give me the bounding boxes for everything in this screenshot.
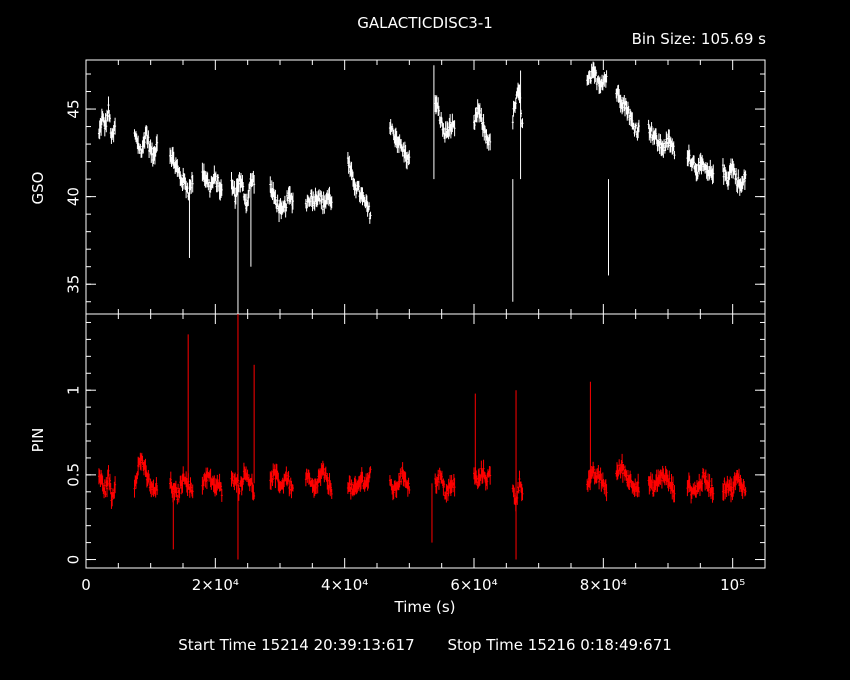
gso-segment (304, 186, 333, 215)
xtick-label: 6×10⁴ (450, 576, 497, 594)
gso-segment (473, 99, 492, 151)
pin-segment (586, 461, 608, 502)
gso-segment (201, 162, 223, 201)
gso-segment (133, 124, 159, 167)
pin-segment (434, 467, 456, 503)
gso-ytick-label: 40 (65, 187, 83, 206)
pin-segment (169, 466, 194, 505)
time-range-footer: Start Time 15214 20:39:13:617 Stop Time … (0, 638, 850, 653)
pin-ytick-label: 1 (65, 385, 83, 395)
gso-ytick-label: 35 (65, 275, 83, 294)
gso-segment (615, 84, 640, 141)
y-axis-label-gso: GSO (29, 172, 47, 205)
gso-ytick-label: 45 (65, 100, 83, 119)
xtick-label: 8×10⁴ (580, 576, 627, 594)
pin-segment (346, 466, 372, 500)
pin-segment (615, 453, 640, 498)
gso-segment (169, 146, 194, 201)
pin-ytick-label: 0 (65, 555, 83, 565)
gso-segment (97, 96, 117, 144)
pin-segment (304, 460, 333, 499)
gso-segment (647, 119, 676, 160)
y-axis-label-pin: PIN (29, 428, 47, 453)
gso-panel: 35 40 45 (65, 59, 766, 315)
gso-segment (388, 119, 411, 170)
gso-segment (511, 82, 524, 130)
xtick-label: 4×10⁴ (321, 576, 368, 594)
gso-segment (721, 158, 747, 196)
gso-segment (230, 170, 256, 214)
pin-segment (201, 467, 223, 502)
pin-segment (721, 468, 747, 503)
pin-segment (647, 465, 676, 503)
start-time: Start Time 15214 20:39:13:617 (178, 636, 415, 654)
gso-segment (586, 61, 608, 94)
xtick-label: 10⁵ (720, 576, 745, 594)
gso-segment (434, 94, 456, 143)
xtick-label-zero: 0 (81, 576, 91, 594)
chart-title: GALACTICDISC3-1 (357, 14, 493, 32)
x-axis-label: Time (s) (394, 598, 456, 616)
stop-time: Stop Time 15216 0:18:49:671 (447, 636, 672, 654)
gso-segment (686, 144, 715, 185)
pin-segment (473, 459, 492, 491)
pin-segment (97, 465, 117, 509)
pin-ytick-label: 0.5 (65, 463, 83, 487)
pin-segment (511, 470, 524, 512)
xtick-label: 2×10⁴ (192, 576, 239, 594)
pin-segment (388, 462, 411, 501)
bin-size-label: Bin Size: 105.69 s (631, 30, 766, 48)
pin-segment (230, 462, 256, 501)
pin-panel: 0 0.5 1 0 2×10⁴ 4×10⁴ 6×10⁴ 8×10⁴ 10⁵ (65, 313, 766, 594)
gso-segment (269, 176, 294, 223)
pin-segment (133, 452, 159, 498)
gso-segment (346, 151, 372, 224)
pin-segment (686, 467, 715, 504)
pin-segment (269, 463, 294, 499)
